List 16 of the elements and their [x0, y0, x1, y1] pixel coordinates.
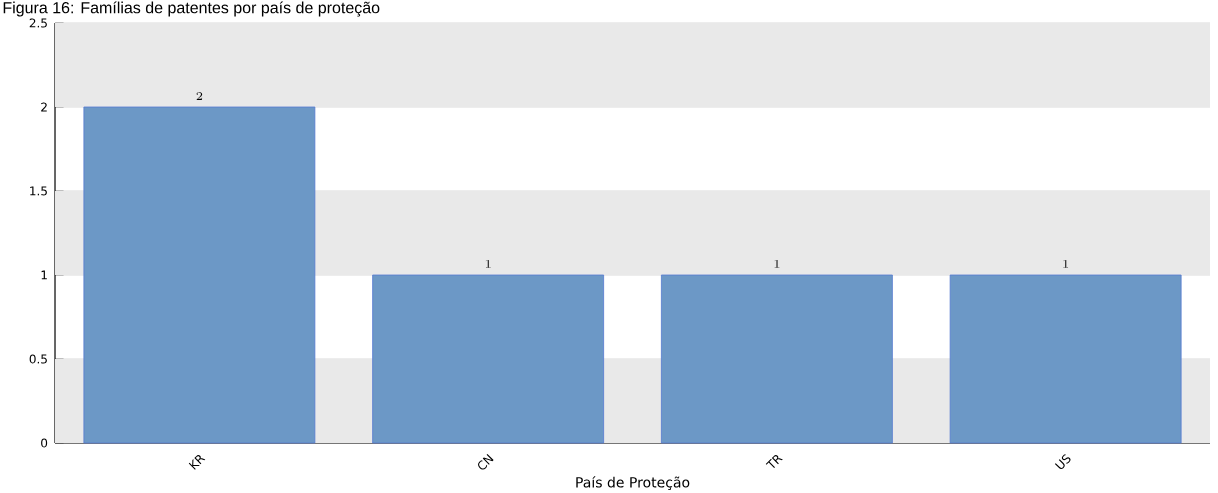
x-tick-label: KR: [188, 455, 206, 470]
data-label: 2: [196, 91, 203, 100]
x-tick-label: CN: [478, 453, 494, 470]
data-label: 1: [1063, 259, 1069, 268]
data-label: 1: [485, 259, 491, 268]
data-label: 1: [774, 259, 780, 268]
y-tick-label: 1: [41, 270, 47, 280]
y-tick-label: 2: [41, 102, 47, 112]
y-tick-label: 1.5: [30, 186, 47, 196]
y-tick-label: 0: [41, 438, 48, 448]
chart-title: Figura 16: Famílias de patentes por país de proteção: [3, 1, 380, 17]
x-tick-label: TR: [765, 455, 783, 469]
x-axis-title: País de Proteção: [576, 476, 690, 491]
x-tick-label: US: [1054, 454, 1071, 470]
y-tick-label: 0.5: [29, 354, 47, 364]
y-tick-label: 2.5: [29, 18, 47, 28]
